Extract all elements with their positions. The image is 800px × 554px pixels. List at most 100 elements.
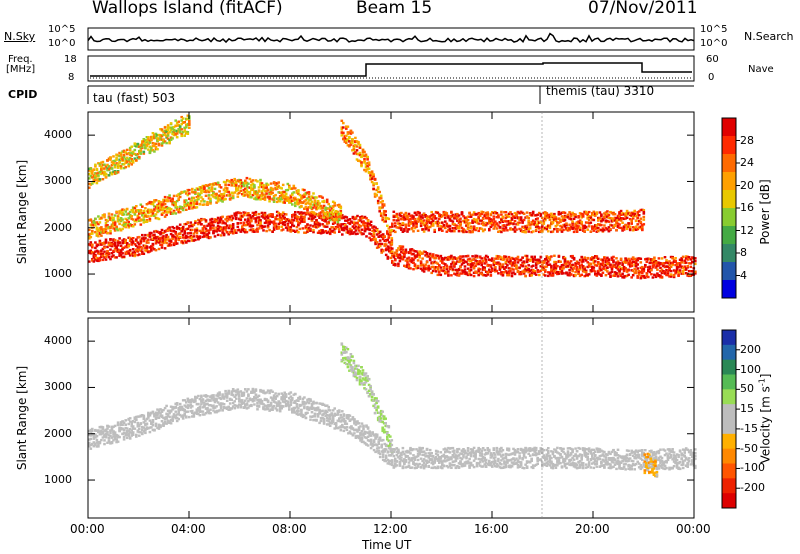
power-cell: [310, 206, 314, 209]
power-cell: [106, 167, 109, 170]
power-cell: [372, 237, 376, 241]
power-cell: [509, 260, 512, 263]
power-cell: [165, 198, 168, 201]
power-cell: [613, 273, 617, 276]
power-cell: [145, 240, 149, 243]
power-cell: [215, 192, 218, 196]
power-cell: [474, 270, 477, 273]
power-cell: [168, 228, 171, 231]
power-cell: [286, 196, 290, 200]
power-cell: [135, 248, 138, 251]
power-cell: [598, 262, 602, 265]
power-cell: [586, 265, 589, 269]
power-cell: [619, 217, 623, 220]
power-cell: [518, 221, 521, 224]
power-cell: [510, 218, 514, 221]
power-cell: [130, 151, 133, 155]
power-cell: [521, 264, 524, 267]
power-cell: [466, 222, 470, 225]
power-cell: [554, 225, 558, 228]
power-cell: [510, 213, 514, 216]
power-cell: [618, 226, 621, 229]
power-cell: [322, 211, 326, 214]
power-cell: [474, 228, 477, 232]
power-cell: [438, 228, 441, 232]
power-cell: [410, 260, 414, 264]
power-cell: [189, 224, 193, 227]
power-cell: [231, 192, 235, 195]
power-cell: [379, 214, 383, 217]
power-cell: [547, 224, 550, 228]
power-cell: [147, 148, 150, 151]
power-cell: [103, 246, 106, 249]
power-cell: [592, 218, 596, 222]
power-cell: [166, 210, 170, 213]
power-cell: [165, 136, 168, 139]
power-cell: [381, 200, 384, 203]
power-cell: [545, 258, 549, 261]
power-cell: [606, 270, 609, 273]
power-cell: [627, 212, 630, 215]
power-cell: [354, 136, 357, 140]
power-cell: [95, 244, 99, 248]
power-cell: [668, 269, 671, 272]
power-cell: [328, 214, 332, 217]
power-cell: [148, 211, 152, 214]
power-cell: [430, 214, 433, 217]
power-cell: [212, 182, 215, 186]
power-cell: [409, 214, 412, 218]
power-cell: [103, 214, 106, 217]
power-cell: [263, 198, 267, 201]
power-cell: [103, 227, 106, 231]
power-cell: [133, 157, 137, 160]
power-cell: [233, 231, 236, 234]
power-cell: [418, 256, 421, 259]
power-cell: [598, 269, 602, 272]
power-cell: [104, 221, 108, 225]
power-cell: [288, 186, 291, 189]
power-cell: [251, 188, 255, 191]
power-cell: [684, 272, 688, 275]
power-cell: [110, 213, 114, 216]
power-cell: [534, 223, 538, 227]
power-cell: [345, 125, 348, 128]
power-cell: [275, 182, 279, 185]
power-cell: [127, 152, 130, 155]
power-cell: [631, 260, 635, 263]
power-cell: [185, 241, 188, 244]
power-cell: [503, 255, 506, 258]
power-cell: [200, 223, 203, 226]
power-cell: [559, 270, 562, 273]
power-cell: [463, 216, 467, 219]
power-cell: [160, 232, 164, 235]
power-cell: [212, 229, 215, 233]
power-cell: [318, 202, 321, 205]
power-cell: [180, 207, 183, 210]
power-cell: [615, 266, 618, 269]
power-cell: [141, 205, 144, 208]
power-cell: [219, 186, 223, 189]
power-cell: [98, 221, 102, 224]
power-cell: [574, 222, 577, 225]
power-cell: [562, 224, 565, 227]
power-cell: [527, 221, 530, 224]
power-cell: [601, 260, 605, 263]
power-cell: [459, 258, 462, 261]
power-cell: [627, 257, 630, 261]
power-cell: [204, 190, 208, 193]
power-cell: [103, 241, 106, 244]
power-cell: [639, 222, 643, 225]
power-cell: [174, 238, 177, 241]
power-cell: [554, 264, 558, 267]
power-cell: [97, 215, 100, 218]
power-cell: [498, 255, 502, 258]
power-cell: [694, 259, 697, 263]
power-cell: [544, 211, 547, 214]
power-cell: [141, 246, 144, 250]
power-cell: [283, 197, 286, 201]
power-cell: [174, 203, 177, 206]
power-cell: [634, 271, 638, 275]
power-cell: [97, 252, 100, 255]
power-cell: [553, 212, 556, 216]
power-cell: [292, 186, 296, 189]
